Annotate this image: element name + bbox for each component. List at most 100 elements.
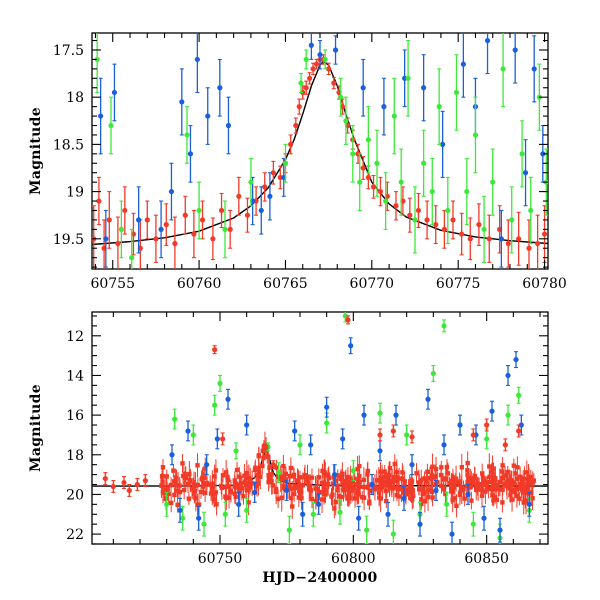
point-marker [416, 480, 422, 485]
point-marker [372, 485, 378, 490]
x-tick-label: 60780 [522, 276, 567, 292]
data-point [284, 479, 290, 501]
data-point [505, 219, 511, 268]
point-marker [484, 37, 491, 44]
data-point [309, 489, 315, 508]
data-point [198, 485, 204, 499]
data-point [511, 458, 517, 473]
data-point [430, 364, 436, 382]
point-marker [457, 490, 463, 495]
point-marker [187, 471, 192, 477]
point-marker [516, 392, 522, 398]
point-marker [508, 492, 513, 498]
data-point [516, 211, 522, 266]
point-marker [214, 502, 219, 507]
data-point [457, 414, 463, 436]
point-marker [212, 402, 218, 408]
point-marker [293, 485, 298, 491]
point-marker [530, 496, 535, 501]
data-point [409, 454, 415, 476]
point-marker [477, 481, 482, 487]
data-point [333, 488, 338, 516]
point-marker [524, 470, 529, 475]
data-point [217, 374, 223, 392]
point-marker [403, 492, 409, 497]
point-marker [393, 203, 399, 209]
point-marker [467, 236, 473, 242]
data-point [390, 424, 396, 438]
data-point [512, 481, 517, 502]
data-point [211, 486, 216, 500]
point-marker [252, 489, 258, 496]
data-point [421, 129, 427, 197]
point-marker [281, 485, 287, 491]
data-point [459, 212, 465, 256]
point-marker [332, 47, 339, 53]
point-marker [171, 468, 176, 473]
data-point [300, 501, 306, 527]
x-tick-label: 60800 [331, 551, 376, 567]
point-marker [430, 464, 435, 469]
point-marker [465, 491, 471, 498]
point-marker [445, 207, 451, 214]
point-marker [118, 226, 124, 232]
point-marker [433, 222, 439, 228]
top-model-curve [92, 60, 548, 246]
data-point [338, 77, 344, 117]
data-point [241, 487, 246, 505]
point-marker [305, 474, 310, 479]
data-point [134, 478, 140, 492]
point-marker [526, 245, 532, 251]
data-point [430, 453, 435, 480]
point-marker [160, 465, 166, 470]
data-point [393, 404, 399, 426]
point-marker [296, 104, 302, 110]
point-marker [204, 480, 210, 486]
data-point [316, 493, 322, 515]
point-marker [509, 497, 515, 502]
point-marker [172, 492, 177, 498]
data-point [517, 466, 523, 488]
data-point [142, 474, 148, 488]
data-point [256, 457, 261, 483]
data-point [489, 400, 495, 422]
data-point [505, 364, 511, 386]
y-tick-label: 20 [66, 487, 84, 503]
point-marker [288, 141, 294, 147]
point-marker [364, 527, 370, 533]
bottom-panel: 60750 60800 60850 12 14 16 18 20 22 Magnitude HJ… [28, 311, 549, 586]
point-marker [426, 487, 431, 492]
data-point [523, 494, 528, 509]
data-point [377, 428, 383, 442]
data-point [169, 444, 175, 466]
data-point [126, 483, 132, 497]
data-point [424, 200, 430, 240]
point-marker [505, 240, 511, 247]
point-marker [278, 476, 283, 482]
point-marker [273, 489, 279, 495]
point-marker [244, 507, 250, 513]
point-marker [323, 473, 328, 478]
point-marker [331, 475, 336, 480]
data-point [409, 430, 415, 444]
point-marker [297, 442, 303, 448]
point-marker [298, 80, 304, 86]
point-marker [500, 500, 505, 505]
point-marker [409, 434, 415, 440]
point-marker [299, 495, 304, 501]
point-marker [297, 475, 303, 480]
point-marker [241, 493, 246, 499]
point-marker [333, 478, 339, 484]
data-point [168, 162, 175, 221]
data-point [269, 467, 274, 495]
point-marker [386, 476, 391, 482]
data-point [196, 505, 202, 531]
model-curve-line [92, 60, 548, 246]
point-marker [325, 482, 331, 487]
point-marker [515, 465, 520, 470]
data-point [173, 468, 178, 494]
point-marker [195, 482, 201, 488]
point-marker [450, 497, 455, 503]
data-point [481, 505, 487, 531]
point-marker [218, 207, 225, 214]
